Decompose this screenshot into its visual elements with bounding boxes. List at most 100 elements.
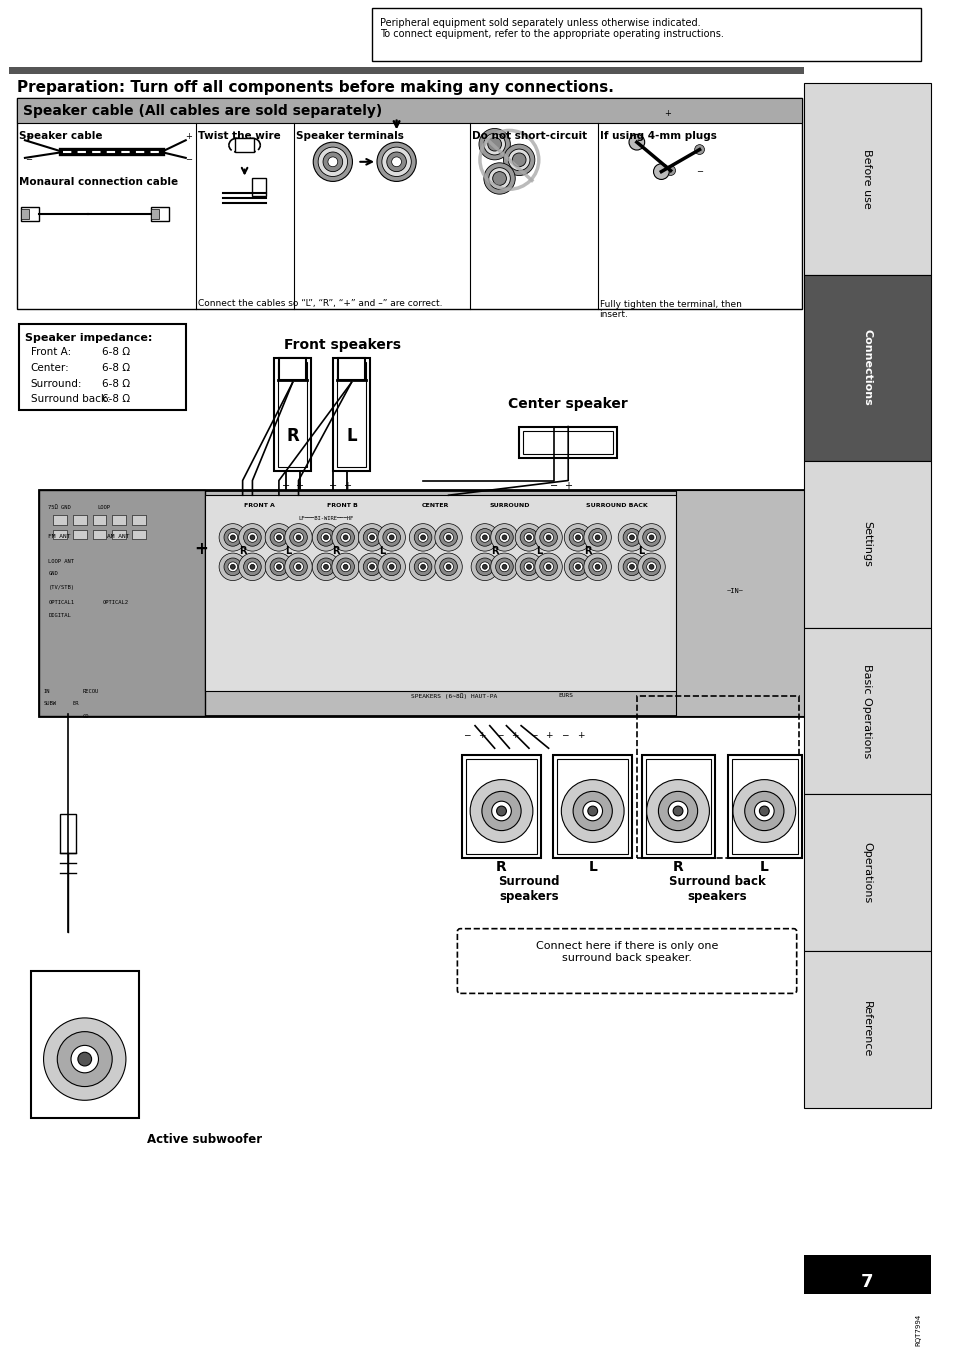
Text: RQT7994: RQT7994 — [914, 1314, 921, 1347]
Text: IN: IN — [44, 689, 50, 694]
Circle shape — [496, 558, 513, 576]
Text: Connect here if there is only one
surround back speaker.: Connect here if there is only one surrou… — [536, 941, 718, 962]
Circle shape — [478, 128, 510, 160]
Bar — [274, 359, 311, 470]
Circle shape — [377, 523, 405, 551]
Bar — [39, 491, 205, 716]
Text: FRONT A: FRONT A — [244, 503, 274, 508]
Text: Surround:: Surround: — [30, 379, 82, 388]
Bar — [337, 359, 365, 380]
Circle shape — [543, 532, 553, 542]
Circle shape — [545, 565, 551, 569]
Circle shape — [618, 553, 645, 581]
Bar — [518, 426, 617, 458]
Circle shape — [560, 779, 623, 842]
Circle shape — [483, 133, 505, 155]
Circle shape — [501, 565, 506, 569]
Text: Monaural connection cable: Monaural connection cable — [19, 177, 178, 186]
Text: Reference: Reference — [862, 1002, 871, 1058]
Circle shape — [228, 532, 237, 542]
Circle shape — [535, 553, 561, 581]
Circle shape — [626, 532, 637, 542]
Circle shape — [265, 523, 293, 551]
Text: Active subwoofer: Active subwoofer — [147, 1132, 261, 1146]
Text: Before use: Before use — [862, 148, 871, 209]
Circle shape — [369, 565, 375, 569]
Circle shape — [417, 562, 428, 572]
Circle shape — [386, 562, 396, 572]
Circle shape — [573, 532, 582, 542]
Circle shape — [481, 791, 520, 830]
Circle shape — [285, 523, 312, 551]
Circle shape — [482, 535, 487, 539]
Circle shape — [575, 565, 579, 569]
Circle shape — [358, 553, 385, 581]
Circle shape — [409, 523, 436, 551]
Bar — [333, 359, 370, 470]
Circle shape — [443, 562, 453, 572]
Text: +: + — [194, 541, 208, 558]
Circle shape — [274, 562, 283, 572]
Circle shape — [343, 535, 348, 539]
Circle shape — [312, 523, 339, 551]
Circle shape — [648, 535, 654, 539]
Bar — [557, 759, 627, 855]
Circle shape — [658, 791, 697, 830]
Circle shape — [569, 558, 586, 576]
Circle shape — [470, 779, 533, 842]
Circle shape — [389, 535, 394, 539]
Text: Surround back:: Surround back: — [30, 394, 111, 404]
Circle shape — [694, 144, 703, 155]
Circle shape — [44, 1018, 126, 1100]
Circle shape — [420, 565, 425, 569]
Circle shape — [499, 532, 509, 542]
Circle shape — [653, 163, 668, 179]
Text: Connect the cables so “L”, “R”, “+” and –” are correct.: Connect the cables so “L”, “R”, “+” and … — [197, 299, 441, 309]
Circle shape — [295, 535, 300, 539]
Circle shape — [592, 532, 602, 542]
Circle shape — [535, 523, 561, 551]
Text: −: − — [281, 480, 290, 491]
Circle shape — [476, 558, 493, 576]
Circle shape — [247, 562, 257, 572]
Circle shape — [496, 528, 513, 546]
Circle shape — [503, 144, 535, 175]
Circle shape — [446, 565, 451, 569]
Bar — [21, 209, 29, 218]
Bar — [132, 515, 146, 524]
Bar — [21, 206, 39, 221]
Circle shape — [382, 558, 400, 576]
Text: CD: CD — [83, 714, 90, 718]
Circle shape — [250, 565, 254, 569]
Circle shape — [343, 565, 348, 569]
Text: R: R — [332, 546, 339, 557]
Text: L: L — [378, 546, 385, 557]
Circle shape — [323, 535, 328, 539]
Circle shape — [492, 171, 506, 185]
Circle shape — [618, 523, 645, 551]
Circle shape — [569, 528, 586, 546]
FancyBboxPatch shape — [456, 929, 796, 993]
Bar — [645, 759, 711, 855]
Bar — [802, 275, 930, 461]
Text: R: R — [491, 546, 497, 557]
Bar — [17, 98, 801, 309]
Circle shape — [543, 562, 553, 572]
Circle shape — [642, 558, 659, 576]
Text: Operations: Operations — [862, 842, 871, 903]
Circle shape — [409, 553, 436, 581]
Circle shape — [78, 1053, 91, 1066]
Circle shape — [587, 806, 597, 816]
Text: AM ANT: AM ANT — [107, 534, 130, 539]
Circle shape — [744, 791, 783, 830]
Circle shape — [667, 801, 687, 821]
Bar — [802, 952, 930, 1108]
Text: FM ANT: FM ANT — [49, 534, 71, 539]
Circle shape — [414, 528, 432, 546]
Circle shape — [358, 523, 385, 551]
Circle shape — [563, 523, 591, 551]
Text: +: + — [663, 109, 671, 117]
Text: +: + — [342, 480, 350, 491]
Text: +: + — [25, 132, 31, 140]
Circle shape — [476, 528, 493, 546]
